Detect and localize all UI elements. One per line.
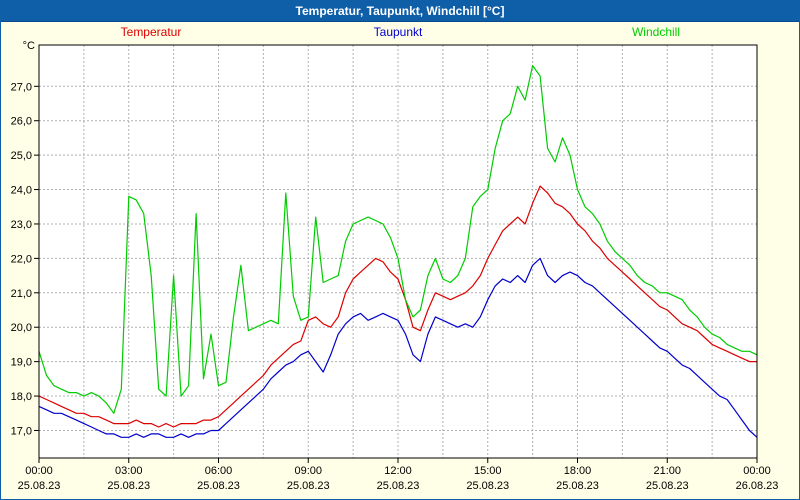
window-title: Temperatur, Taupunkt, Windchill [°C]: [295, 4, 505, 18]
x-tick-labels: 00:00 25.08.23 03:00 25.08.23 06:00 25.08.23 0…: [18, 465, 779, 492]
x-tick-time-label: 09:00: [294, 465, 322, 477]
y-tick-label: 22,0: [11, 253, 32, 265]
x-tick-time-label: 06:00: [205, 465, 233, 477]
legend-windchill: Windchill: [632, 25, 680, 39]
title-bar: Temperatur, Taupunkt, Windchill [°C]: [1, 1, 799, 22]
x-tick-date-label: 25.08.23: [197, 480, 240, 492]
x-tick-time-label: 18:00: [564, 465, 592, 477]
x-tick-date-label: 25.08.23: [377, 480, 420, 492]
x-tick-time-label: 21:00: [653, 465, 681, 477]
y-tick-label: 19,0: [11, 357, 32, 369]
y-tick-label: 23,0: [11, 219, 32, 231]
y-tick-label: 18,0: [11, 391, 32, 403]
x-tick-date-label: 25.08.23: [287, 480, 330, 492]
axis-ticks: [34, 85, 758, 463]
legend-taupunkt: Taupunkt: [374, 25, 423, 39]
series-line-windchill: [38, 64, 758, 414]
y-tick-labels: 27,0 26,0 25,0 24,0 23,0 22,0 21,0 20,0 19,0 18,0…: [11, 81, 32, 437]
x-tick-time-label: 12:00: [384, 465, 412, 477]
y-axis-unit: °C: [23, 40, 35, 52]
x-tick-date-label: 25.08.23: [18, 480, 61, 492]
y-tick-label: 27,0: [11, 81, 32, 93]
y-tick-label: 24,0: [11, 185, 32, 197]
chart-svg: Temperatur Taupunkt Windchill °C 27,0 26,…: [11, 25, 779, 492]
x-tick-date-label: 25.08.23: [107, 480, 150, 492]
x-tick-date-label: 25.08.23: [556, 480, 599, 492]
x-tick-date-label: 25.08.23: [466, 480, 509, 492]
y-tick-label: 26,0: [11, 116, 32, 128]
series-line-temperatur: [38, 185, 757, 428]
x-tick-time-label: 00:00: [25, 465, 53, 477]
y-tick-label: 20,0: [11, 322, 32, 334]
x-tick-date-label: 26.08.23: [736, 480, 779, 492]
plot-border: [38, 44, 758, 459]
x-tick-time-label: 15:00: [474, 465, 502, 477]
legend-temperatur: Temperatur: [121, 25, 182, 39]
x-tick-date-label: 25.08.23: [646, 480, 689, 492]
y-tick-label: 21,0: [11, 288, 32, 300]
gridlines: [39, 45, 757, 458]
y-tick-label: 25,0: [11, 150, 32, 162]
series-lines: [38, 64, 758, 438]
series-line-taupunkt: [38, 257, 758, 438]
y-tick-label: 17,0: [11, 425, 32, 437]
x-tick-time-label: 03:00: [115, 465, 143, 477]
x-tick-time-label: 00:00: [743, 465, 771, 477]
